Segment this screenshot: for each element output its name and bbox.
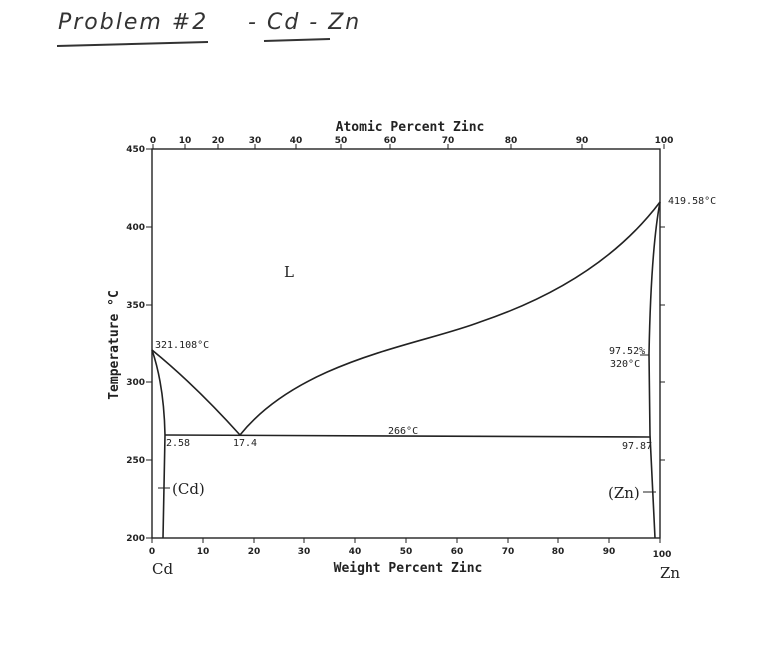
svg-text:60: 60 (451, 547, 464, 557)
svg-text:20: 20 (212, 136, 225, 146)
bottom-axis-ticks (151, 538, 661, 543)
top-axis-title: Atomic Percent Zinc (336, 120, 485, 135)
svg-text:0: 0 (150, 136, 156, 146)
top-axis-ticks (152, 144, 665, 149)
system-underline (263, 38, 331, 42)
y-axis-ticks (146, 148, 152, 539)
zn-solvus-temp-label: 320°C (610, 359, 640, 370)
dash-text: - (248, 10, 258, 35)
svg-text:60: 60 (384, 136, 397, 146)
svg-text:50: 50 (335, 136, 348, 146)
cd-solvus (151, 349, 166, 539)
top-axis-tick-labels: 0 10 20 30 40 50 60 70 80 90 100 (150, 136, 674, 146)
svg-text:10: 10 (197, 547, 210, 557)
svg-text:400: 400 (126, 223, 145, 233)
svg-text:90: 90 (603, 547, 616, 557)
zn-solubility-label: 97.87 (622, 441, 652, 452)
svg-text:100: 100 (655, 136, 674, 146)
svg-text:450: 450 (126, 145, 145, 155)
svg-text:0: 0 (149, 547, 155, 557)
svg-text:80: 80 (552, 547, 565, 557)
cd-melting-label: 321.108°C (155, 340, 209, 351)
zn-melting-label: 419.58°C (668, 196, 716, 207)
bottom-axis-title: Weight Percent Zinc (334, 561, 483, 576)
handwritten-title: Problem #2 (58, 10, 208, 35)
y-axis-tick-labels: 200 250 300 350 400 450 (126, 145, 145, 544)
svg-text:90: 90 (576, 136, 589, 146)
cd-phase-label: (Cd) (172, 480, 205, 498)
liquid-phase-label: L (284, 263, 294, 281)
svg-text:100: 100 (653, 550, 672, 560)
handwritten-system: - Cd - Zn (248, 10, 361, 35)
cd-end-label: Cd (152, 560, 173, 578)
svg-text:250: 250 (126, 456, 145, 466)
svg-text:350: 350 (126, 301, 145, 311)
system-text: Cd - Zn (266, 10, 362, 35)
zn-phase-label: (Zn) (608, 484, 640, 502)
liquidus-cd-side (151, 349, 241, 436)
plot-frame (151, 148, 661, 539)
svg-text:50: 50 (400, 547, 413, 557)
svg-text:10: 10 (179, 136, 192, 146)
eutectic-line (164, 434, 651, 438)
svg-text:300: 300 (126, 378, 145, 388)
svg-text:40: 40 (349, 547, 362, 557)
svg-text:200: 200 (126, 534, 145, 544)
title-underline (56, 41, 209, 47)
eutectic-composition-label: 17.4 (233, 438, 257, 449)
y-axis-title: Temperature °C (107, 290, 122, 400)
eutectic-temp-label: 266°C (388, 426, 418, 437)
liquidus-zn-side (239, 201, 661, 436)
svg-text:40: 40 (290, 136, 303, 146)
zn-solvus (648, 201, 661, 539)
zn-solvus-composition-label: 97.52% (609, 346, 645, 357)
svg-text:70: 70 (442, 136, 455, 146)
svg-text:20: 20 (248, 547, 261, 557)
svg-text:30: 30 (298, 547, 311, 557)
svg-text:80: 80 (505, 136, 518, 146)
cd-solubility-label: 2.58 (166, 438, 190, 449)
zn-end-label: Zn (660, 564, 680, 582)
svg-text:30: 30 (249, 136, 262, 146)
title-text: Problem #2 (58, 10, 209, 35)
svg-text:70: 70 (502, 547, 515, 557)
bottom-axis-tick-labels: 0 10 20 30 40 50 60 70 80 90 100 (149, 547, 672, 560)
right-axis-ticks (660, 226, 665, 461)
